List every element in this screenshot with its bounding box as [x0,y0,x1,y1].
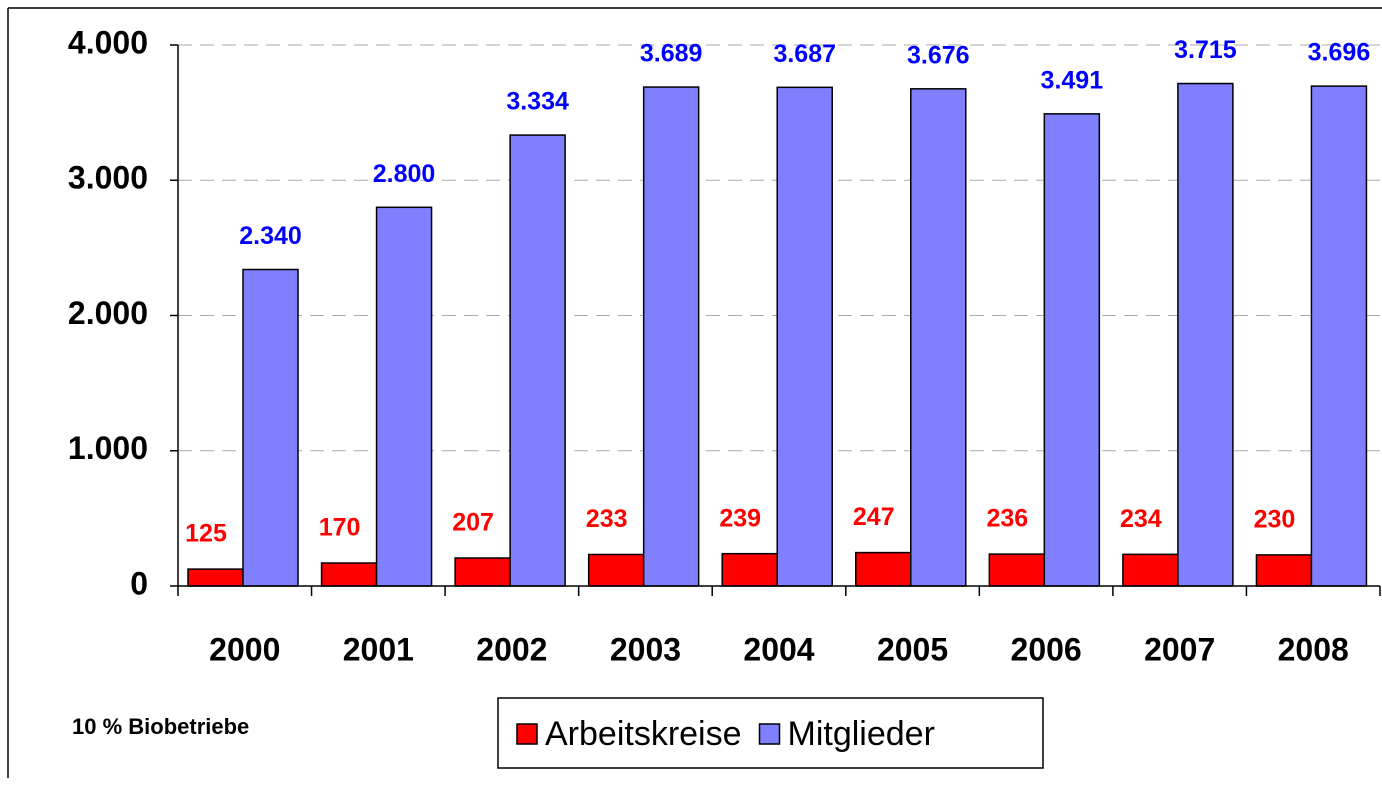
y-tick-label: 1.000 [68,430,148,466]
data-label: 170 [319,514,361,542]
legend-label: Mitglieder [788,715,935,753]
x-tick-label: 2001 [343,631,414,667]
data-label: 207 [452,509,494,537]
x-tick-label: 2003 [610,631,681,667]
legend-swatch [758,723,781,745]
data-label: 247 [853,503,895,531]
bar [1255,554,1313,587]
bar [454,557,511,587]
bar [1122,553,1179,587]
data-label: 2.340 [239,222,302,250]
data-label: 2.800 [373,160,436,188]
data-label: 233 [586,505,628,533]
x-tick-label: 2000 [209,631,280,667]
x-tick-label: 2008 [1278,631,1349,667]
bar [320,562,378,587]
bar [721,552,778,587]
data-label: 3.491 [1041,66,1104,94]
bar [242,268,299,587]
bar [855,551,912,587]
x-tick-label: 2006 [1011,631,1082,667]
bar [1043,113,1101,587]
bar [910,88,967,587]
x-tick-label: 2004 [743,631,814,667]
data-label: 236 [986,505,1028,533]
y-tick-label: 2.000 [68,295,148,331]
data-label: 3.676 [907,41,970,69]
legend-label: Arbeitskreise [545,715,742,753]
data-label: 239 [719,504,761,532]
data-label: 125 [185,520,227,548]
data-label: 3.715 [1174,36,1237,64]
bar [1177,82,1234,587]
annotation: 10 % Biobetriebe [72,714,249,739]
data-label: 3.696 [1308,39,1371,67]
data-label: 3.689 [640,40,703,68]
bar [642,86,700,587]
data-label: 234 [1120,505,1162,533]
bar [1310,85,1368,587]
data-label: 3.687 [773,40,836,68]
y-tick-label: 3.000 [68,160,148,196]
y-tick-label: 4.000 [68,24,148,60]
legend-swatch [516,723,538,745]
bar [587,553,645,587]
data-label: 3.334 [506,88,569,116]
bar [187,568,244,587]
bar [988,553,1046,587]
y-tick-label: 0 [130,565,148,601]
x-tick-label: 2007 [1144,631,1215,667]
bar [509,134,566,587]
data-label: 230 [1254,506,1296,534]
bar [375,206,433,587]
bar [776,86,833,587]
x-tick-label: 2002 [476,631,547,667]
x-tick-label: 2005 [877,631,948,667]
